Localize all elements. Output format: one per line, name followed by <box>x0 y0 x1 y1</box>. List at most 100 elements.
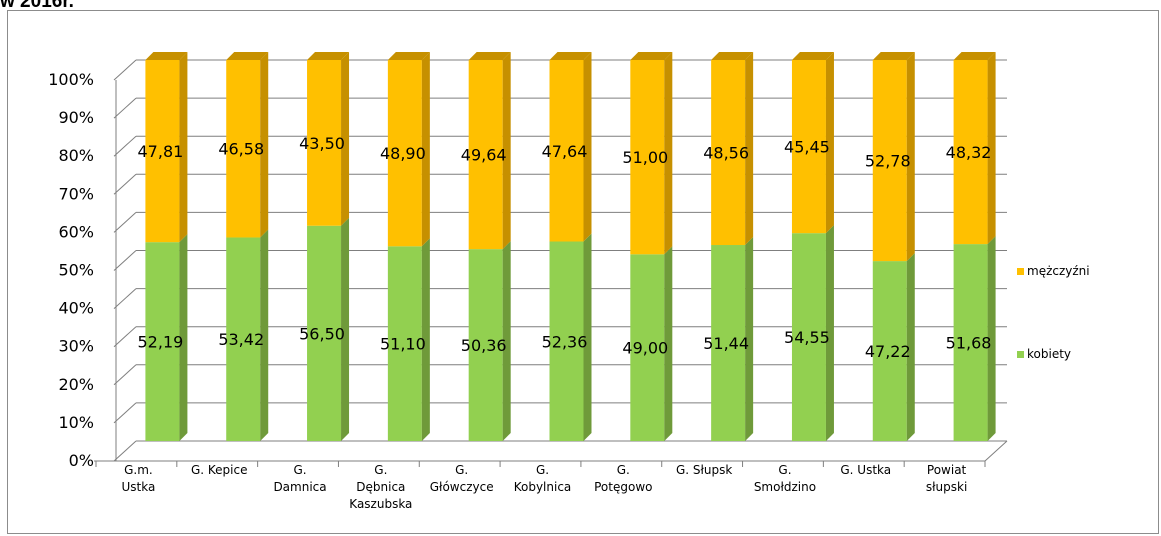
data-label-kobiety: 54,55 <box>784 328 830 347</box>
bar-mezczyzni <box>711 60 746 246</box>
category-label: G. <box>536 463 549 477</box>
category-label: Kobylnica <box>514 480 572 494</box>
category-label: Ustka <box>121 480 155 494</box>
category-label: Smołdzino <box>754 480 816 494</box>
bar-mezczyzni-side <box>502 52 511 250</box>
legend-label: mężczyźni <box>1027 264 1090 278</box>
bar-mezczyzni <box>549 60 584 242</box>
bar-kobiety <box>145 242 180 441</box>
category-label: G. Ustka <box>840 463 891 477</box>
bar-mezczyzni-top <box>630 52 673 60</box>
category-label: Potęgowo <box>594 480 652 494</box>
y-tick-label: 30% <box>58 337 94 356</box>
bar-mezczyzni-top <box>711 52 754 60</box>
floor-edge <box>984 440 1008 462</box>
data-label-mezczyzni: 52,78 <box>865 152 911 171</box>
bar-mezczyzni-top <box>307 52 350 60</box>
bar-kobiety-side <box>179 234 188 441</box>
data-label-mezczyzni: 43,50 <box>299 134 345 153</box>
bar-mezczyzni-top <box>145 52 188 60</box>
bar-kobiety-side <box>664 246 673 441</box>
category-label: G.m. <box>124 463 153 477</box>
data-label-mezczyzni: 48,90 <box>380 144 426 163</box>
legend-swatch <box>1017 351 1024 358</box>
data-label-kobiety: 51,68 <box>946 334 992 353</box>
bar-mezczyzni <box>307 60 342 226</box>
bar-mezczyzni <box>226 60 261 238</box>
y-tick-label: 20% <box>58 375 94 394</box>
data-label-mezczyzni: 45,45 <box>784 138 830 157</box>
gridline-diagonal <box>113 364 137 386</box>
y-tick-label: 80% <box>58 146 94 165</box>
data-label-kobiety: 52,19 <box>138 333 184 352</box>
gridline-diagonal <box>113 440 137 462</box>
bar-mezczyzni <box>387 60 422 247</box>
bar-kobiety-side <box>745 237 754 441</box>
bar-mezczyzni-side <box>745 52 754 246</box>
bar-mezczyzni-side <box>179 52 188 243</box>
bar-kobiety-side <box>260 229 269 441</box>
data-label-mezczyzni: 48,56 <box>703 144 749 163</box>
data-label-kobiety: 47,22 <box>865 342 911 361</box>
category-label: Główczyce <box>430 480 494 494</box>
y-tick-label: 10% <box>58 413 94 432</box>
bar-kobiety <box>387 246 422 441</box>
bar-kobiety <box>630 254 665 441</box>
bar-kobiety <box>226 237 261 441</box>
bar-kobiety-side <box>341 217 350 441</box>
y-tick-label: 50% <box>58 261 94 280</box>
bar-mezczyzni-top <box>953 52 996 60</box>
category-label: Kaszubska <box>349 497 412 511</box>
bar-mezczyzni-side <box>906 52 915 262</box>
bar-mezczyzni-top <box>468 52 511 60</box>
data-label-kobiety: 49,00 <box>622 339 668 358</box>
y-tick-label: 100% <box>48 70 94 89</box>
data-label-kobiety: 56,50 <box>299 324 345 343</box>
gridline-diagonal <box>113 402 137 424</box>
legend-label: kobiety <box>1027 347 1071 361</box>
bar-kobiety <box>307 225 342 441</box>
bar-mezczyzni-side <box>825 52 834 234</box>
bar-mezczyzni <box>791 60 826 234</box>
bar-mezczyzni-top <box>549 52 592 60</box>
y-tick-label: 60% <box>58 222 94 241</box>
bar-mezczyzni-side <box>341 52 350 226</box>
chart-caption-fragment: w 2016r. <box>0 0 74 12</box>
bar-mezczyzni <box>953 60 988 245</box>
bar-kobiety <box>711 245 746 441</box>
gridline-diagonal <box>113 250 137 271</box>
bar-kobiety-side <box>502 241 511 441</box>
category-label: G. <box>293 463 306 477</box>
data-label-mezczyzni: 46,58 <box>218 140 264 159</box>
bar-kobiety-side <box>987 236 996 441</box>
gridline-diagonal <box>113 59 137 81</box>
data-label-kobiety: 50,36 <box>461 336 507 355</box>
bar-kobiety-side <box>906 253 915 441</box>
gridline-diagonal <box>113 212 137 233</box>
y-tick-label: 70% <box>58 184 94 203</box>
category-label: Powiat <box>927 463 967 477</box>
data-label-mezczyzni: 47,64 <box>542 142 588 161</box>
data-label-kobiety: 52,36 <box>542 332 588 351</box>
data-label-mezczyzni: 49,64 <box>461 146 507 165</box>
y-tick-label: 0% <box>69 451 94 470</box>
bar-mezczyzni-top <box>387 52 430 60</box>
data-label-mezczyzni: 48,32 <box>946 143 992 162</box>
data-label-kobiety: 53,42 <box>218 330 264 349</box>
category-label: G. Kepice <box>191 463 248 477</box>
bar-kobiety-side <box>421 238 430 441</box>
data-label-kobiety: 51,44 <box>703 334 749 353</box>
bar-mezczyzni-side <box>260 52 269 238</box>
category-label: Damnica <box>273 480 326 494</box>
bar-kobiety <box>468 249 503 441</box>
gridline-diagonal <box>113 97 137 119</box>
bar-mezczyzni-side <box>664 52 673 255</box>
bar-mezczyzni <box>145 60 180 243</box>
bar-kobiety-side <box>583 233 592 441</box>
category-label: słupski <box>926 480 967 494</box>
data-label-kobiety: 51,10 <box>380 335 426 354</box>
bar-mezczyzni-side <box>583 52 592 242</box>
bar-mezczyzni <box>872 60 907 262</box>
bar-mezczyzni-top <box>872 52 915 60</box>
